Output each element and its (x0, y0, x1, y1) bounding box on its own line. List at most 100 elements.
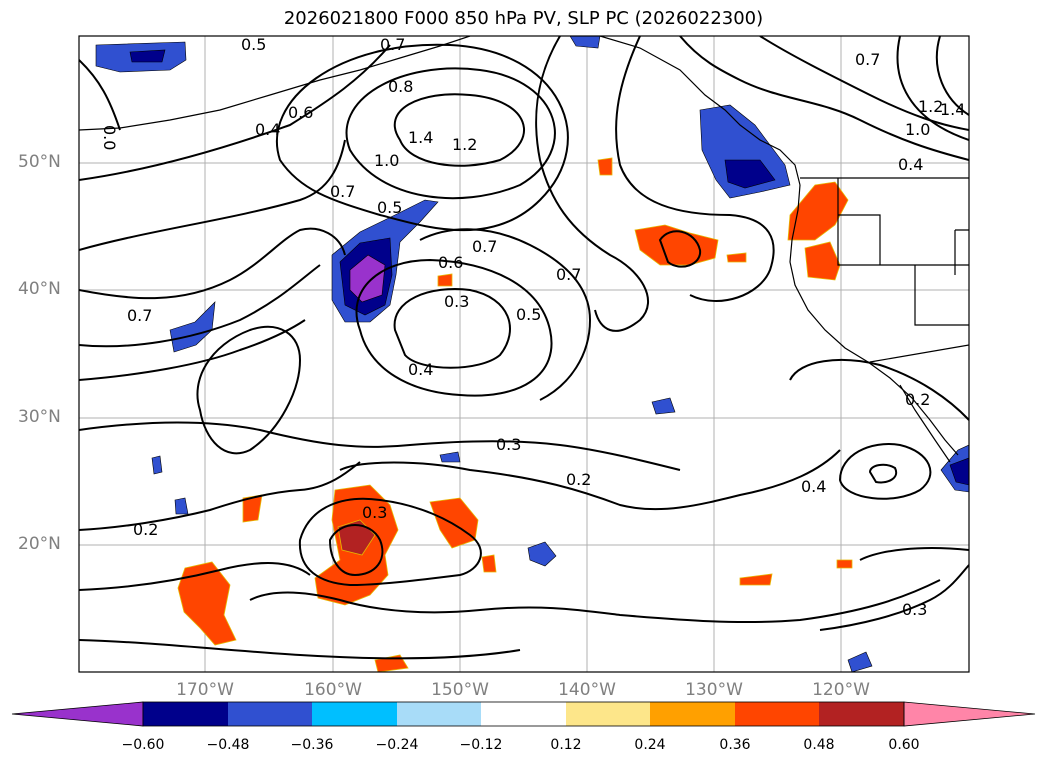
lat-label-50n: 50°N (18, 152, 61, 172)
colorbar-tick-label: 0.36 (719, 737, 751, 753)
contour-label: 0.7 (330, 182, 355, 201)
colorbar-segment (143, 702, 228, 726)
colorbar-tick-label: −0.24 (375, 737, 419, 753)
pv-blob-pos (177, 561, 237, 646)
pv-blob-neg (349, 254, 386, 303)
contour-label: 0.7 (380, 35, 405, 54)
colorbar (11, 701, 1036, 727)
contour-label: 0.3 (444, 292, 469, 311)
pv-blob-neg (569, 36, 601, 49)
pv-blob-pos (481, 554, 497, 573)
contour-label: 0.6 (438, 253, 463, 272)
lat-label-40n: 40°N (18, 279, 61, 299)
contour-line (859, 547, 969, 561)
contour-label: 0.7 (472, 237, 497, 256)
colorbar-tick-label: −0.12 (459, 737, 503, 753)
contour-line (79, 264, 321, 348)
contour-label: 1.0 (905, 120, 930, 139)
contour-label: 0.4 (898, 155, 923, 174)
contour-line (393, 93, 525, 167)
contour-label: 1.4 (408, 128, 433, 147)
pv-blob-pos (726, 252, 747, 263)
contour-label: 0.4 (255, 120, 280, 139)
pv-blob-neg (847, 651, 873, 672)
colorbar-segment (650, 702, 735, 726)
contour-line (759, 36, 969, 131)
contour-line (79, 639, 521, 660)
contour-line (339, 449, 841, 511)
contour-label: 0.4 (408, 360, 433, 379)
coastline-canada (599, 36, 801, 186)
lon-label-160w: 160°W (304, 680, 362, 700)
colorbar-tick-label: 0.24 (634, 737, 666, 753)
coastlines (79, 36, 969, 463)
contour-label: 0.5 (516, 305, 541, 324)
lon-label-120w: 120°W (812, 680, 870, 700)
contour-line (79, 227, 346, 300)
lat-label-20n: 20°N (18, 534, 61, 554)
contour-line (275, 43, 569, 232)
contour-label: 0.3 (362, 503, 387, 522)
contour-line (79, 461, 361, 531)
contour-line (868, 463, 898, 484)
colorbar-tick-label: 0.60 (888, 737, 920, 753)
pv-positive-shading (177, 157, 853, 672)
contour-label: 0.2 (133, 520, 158, 539)
colorbar-extend-right (903, 701, 1036, 727)
contour-label: 0.0 (100, 125, 119, 150)
contour-line (535, 36, 650, 332)
colorbar-tick-label: −0.60 (121, 737, 165, 753)
contour-line (896, 36, 969, 141)
lon-label-130w: 130°W (685, 680, 743, 700)
contour-line (196, 325, 302, 455)
pv-blob-neg (949, 457, 969, 486)
contour-line (79, 44, 391, 181)
pv-blob-neg (129, 49, 166, 63)
contour-line (935, 36, 969, 116)
contour-line (79, 139, 346, 251)
colorbar-extend-left (11, 701, 144, 727)
coastline-us-west (789, 184, 959, 456)
pv-blob-neg (651, 397, 676, 415)
contour-label: 0.3 (902, 600, 927, 619)
contour-label: 0.3 (496, 435, 521, 454)
colorbar-segment (735, 702, 819, 726)
contour-label: 1.2 (918, 97, 943, 116)
contour-line (615, 36, 775, 302)
colorbar-tick-label: −0.36 (290, 737, 334, 753)
pv-blob-pos (337, 519, 376, 556)
contour-labels: 0.5 0.7 0.8 0.6 0.4 0.0 1.4 1.2 1.0 0.7 … (100, 35, 965, 619)
colorbar-segment (481, 702, 566, 726)
contour-line (345, 67, 556, 200)
pv-blob-pos (739, 573, 773, 586)
contour-label: 0.7 (855, 50, 880, 69)
contour-line (838, 443, 932, 500)
contour-line (679, 36, 969, 161)
lat-label-30n: 30°N (18, 407, 61, 427)
pv-blob-pos (804, 241, 841, 281)
contour-line (355, 258, 553, 397)
contour-label: 0.4 (801, 477, 826, 496)
pv-blob-neg (174, 497, 189, 515)
contour-label: 0.5 (241, 35, 266, 54)
colorbar-segment (312, 702, 397, 726)
pv-blob-neg (527, 541, 557, 567)
contour-line (789, 359, 969, 421)
contour-line (79, 562, 311, 591)
colorbar-segment (819, 702, 904, 726)
lon-label-140w: 140°W (558, 680, 616, 700)
contour-label: 0.5 (377, 198, 402, 217)
coastline-alaska (79, 36, 471, 131)
pv-negative-shading (95, 36, 969, 672)
contour-line (419, 228, 592, 401)
contour-label: 0.6 (288, 103, 313, 122)
contour-label: 1.2 (452, 135, 477, 154)
colorbar-tick-label: −0.48 (206, 737, 250, 753)
contour-line (249, 579, 941, 624)
state-borders (837, 178, 969, 326)
contour-label: 1.0 (374, 151, 399, 170)
colorbar-segment (228, 702, 312, 726)
colorbar-tick-label: 0.12 (550, 737, 582, 753)
contour-label: 0.2 (566, 470, 591, 489)
contour-label: 1.4 (940, 100, 965, 119)
